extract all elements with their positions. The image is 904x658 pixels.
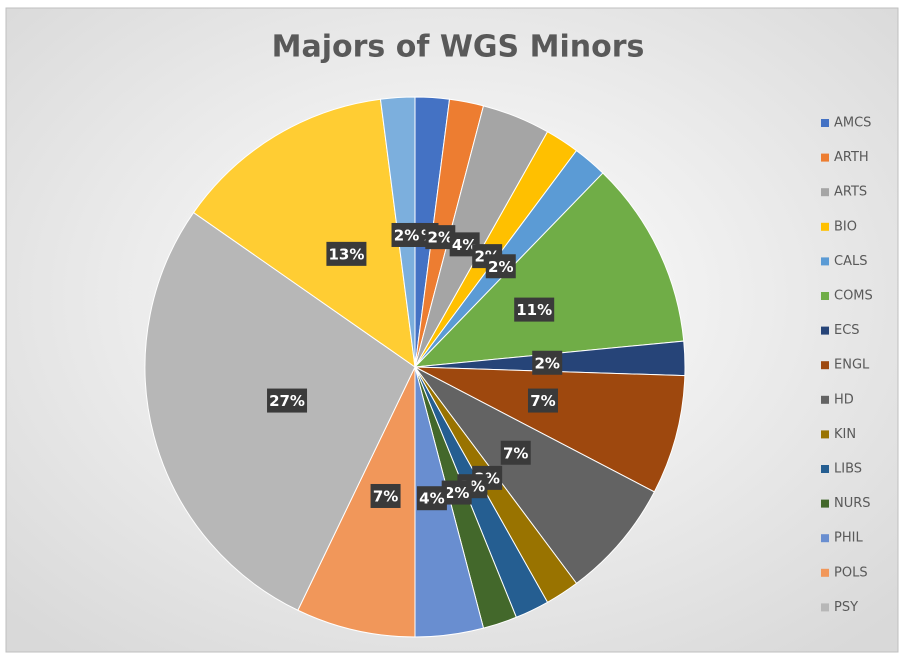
data-label: 27% <box>269 392 305 410</box>
legend-label: LIBS <box>834 462 862 477</box>
pie-slice <box>414 366 656 585</box>
label-box <box>416 486 447 511</box>
label-box <box>514 297 555 322</box>
data-label: 2% <box>488 258 513 276</box>
data-label: 4% <box>452 236 477 254</box>
data-label: 2% <box>428 229 453 247</box>
legend-label: AMCS <box>834 116 871 131</box>
data-label: 11% <box>516 301 552 319</box>
pie-slice <box>413 172 685 368</box>
legend-label: PSY <box>834 600 858 615</box>
legend-swatch <box>821 395 829 404</box>
label-box <box>527 388 558 413</box>
legend-label: KIN <box>834 427 856 442</box>
legend-swatch <box>821 153 829 162</box>
legend-label: CALS <box>834 254 867 269</box>
data-label: 7% <box>530 392 555 410</box>
legend-swatch <box>821 603 829 612</box>
legend-label: NURS <box>834 496 871 511</box>
label-box <box>449 232 480 257</box>
label-box <box>500 440 531 465</box>
data-label: 2% <box>394 226 419 244</box>
label-box <box>532 350 563 375</box>
data-label: 2% <box>444 484 469 502</box>
legend-swatch <box>821 499 829 508</box>
chart-title: Majors of WGS Minors <box>272 30 645 65</box>
legend-swatch <box>821 119 829 127</box>
data-label: 7% <box>503 444 528 462</box>
legend-label: HD <box>834 392 854 407</box>
legend-swatch <box>821 568 829 577</box>
legend-swatch <box>821 534 829 543</box>
legend-swatch <box>821 257 829 266</box>
legend-swatch <box>821 430 829 439</box>
legend-label: COMS <box>834 289 873 304</box>
data-label: 13% <box>328 245 364 263</box>
legend-swatch <box>821 326 829 335</box>
legend-label: ARTH <box>834 150 869 165</box>
legend-swatch <box>821 188 829 197</box>
label-box <box>370 483 401 508</box>
legend-label: ENGL <box>834 358 870 373</box>
legend-label: ECS <box>834 323 860 338</box>
label-box <box>391 222 422 247</box>
label-box <box>326 241 367 266</box>
data-label: 7% <box>373 487 398 505</box>
legend-swatch <box>821 222 829 231</box>
label-box <box>485 254 516 279</box>
legend-swatch <box>821 465 829 473</box>
legend-label: POLS <box>834 565 868 580</box>
data-label: 4% <box>419 490 444 508</box>
legend-label: PHIL <box>834 531 863 546</box>
pie-slice <box>192 98 416 369</box>
pie-slice <box>297 366 416 638</box>
data-label: 2% <box>534 354 559 372</box>
legend-swatch <box>821 361 829 370</box>
legend-label: BIO <box>834 219 857 234</box>
legend-swatch <box>821 292 829 300</box>
label-box <box>267 388 308 413</box>
legend-label: ARTS <box>834 185 867 200</box>
pie-slice <box>414 366 686 493</box>
